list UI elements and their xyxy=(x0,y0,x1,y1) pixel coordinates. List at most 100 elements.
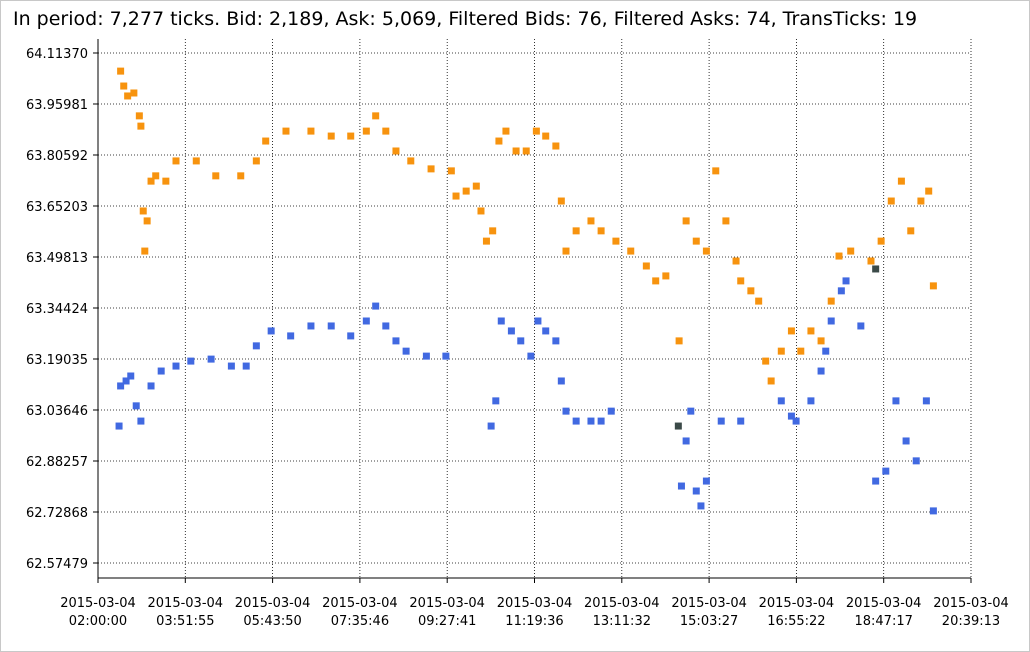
data-point xyxy=(662,272,670,280)
data-point xyxy=(462,187,470,195)
data-point xyxy=(627,247,635,255)
data-point xyxy=(675,337,683,345)
x-tick-label: 18:47:17 xyxy=(854,614,912,629)
data-point xyxy=(642,262,650,270)
data-point xyxy=(777,347,785,355)
data-point xyxy=(487,422,495,430)
data-point xyxy=(732,257,740,265)
data-point xyxy=(307,127,315,135)
data-point xyxy=(287,332,295,340)
data-point xyxy=(252,157,260,165)
data-point xyxy=(327,322,335,330)
x-tick-label: 16:55:22 xyxy=(767,614,825,629)
data-point xyxy=(141,247,149,255)
data-point xyxy=(787,327,795,335)
data-point xyxy=(652,277,660,285)
data-point xyxy=(172,157,180,165)
data-point xyxy=(477,207,485,215)
x-tick-label: 2015-03-04 xyxy=(759,596,835,611)
data-point xyxy=(162,177,170,185)
data-point xyxy=(192,157,200,165)
data-point xyxy=(872,477,880,485)
data-point xyxy=(282,127,290,135)
data-point xyxy=(152,172,160,180)
data-point xyxy=(307,322,315,330)
y-tick-label: 62.88257 xyxy=(26,455,88,470)
data-point xyxy=(912,457,920,465)
y-tick-label: 63.34424 xyxy=(26,302,88,317)
data-point xyxy=(427,165,435,173)
data-point xyxy=(747,287,755,295)
y-tick-label: 62.57479 xyxy=(26,557,88,572)
data-point xyxy=(847,247,855,255)
data-point xyxy=(117,382,125,390)
data-point xyxy=(702,477,710,485)
data-point xyxy=(597,227,605,235)
data-point xyxy=(717,417,725,425)
data-point xyxy=(929,282,937,290)
data-point xyxy=(917,197,925,205)
data-point xyxy=(442,352,450,360)
data-point xyxy=(252,342,260,350)
data-point xyxy=(534,317,542,325)
data-point xyxy=(925,187,933,195)
data-point xyxy=(674,422,682,430)
data-point xyxy=(452,192,460,200)
data-point xyxy=(512,147,520,155)
data-point xyxy=(227,362,235,370)
data-point xyxy=(822,347,830,355)
data-point xyxy=(835,252,843,260)
data-point xyxy=(737,417,745,425)
data-point xyxy=(382,322,390,330)
data-point xyxy=(327,132,335,140)
data-point xyxy=(489,227,497,235)
x-tick-label: 2015-03-04 xyxy=(584,596,660,611)
data-point xyxy=(447,167,455,175)
data-point xyxy=(124,92,132,100)
data-point xyxy=(157,367,165,375)
data-point xyxy=(837,287,845,295)
x-tick-label: 2015-03-04 xyxy=(60,596,136,611)
data-point xyxy=(842,277,850,285)
data-point xyxy=(147,177,155,185)
data-point xyxy=(902,437,910,445)
x-tick-label: 03:51:55 xyxy=(156,614,214,629)
data-point xyxy=(907,227,915,235)
x-tick-label: 13:11:32 xyxy=(593,614,651,629)
data-point xyxy=(139,207,147,215)
x-tick-label: 11:19:36 xyxy=(505,614,563,629)
data-point xyxy=(532,127,540,135)
x-tick-label: 05:43:50 xyxy=(243,614,301,629)
data-point xyxy=(422,352,430,360)
data-point xyxy=(392,337,400,345)
data-point xyxy=(922,397,930,405)
data-point xyxy=(372,112,380,120)
data-point xyxy=(612,237,620,245)
data-point xyxy=(897,177,905,185)
data-point xyxy=(867,257,875,265)
data-point xyxy=(187,357,195,365)
data-point xyxy=(495,137,503,145)
x-tick-label: 2015-03-04 xyxy=(933,596,1009,611)
data-point xyxy=(797,347,805,355)
data-point xyxy=(677,482,685,490)
data-point xyxy=(552,142,560,150)
data-point xyxy=(407,157,415,165)
data-point xyxy=(172,362,180,370)
data-point xyxy=(722,217,730,225)
data-point xyxy=(702,247,710,255)
data-point xyxy=(147,382,155,390)
data-point xyxy=(557,197,565,205)
data-point xyxy=(692,237,700,245)
data-point xyxy=(807,327,815,335)
data-point xyxy=(827,317,835,325)
data-point xyxy=(127,372,135,380)
data-point xyxy=(792,417,800,425)
x-tick-label: 2015-03-04 xyxy=(235,596,311,611)
data-point xyxy=(552,337,560,345)
x-tick-label: 2015-03-04 xyxy=(497,596,573,611)
data-point xyxy=(237,172,245,180)
x-tick-label: 15:03:27 xyxy=(680,614,738,629)
data-point xyxy=(887,197,895,205)
